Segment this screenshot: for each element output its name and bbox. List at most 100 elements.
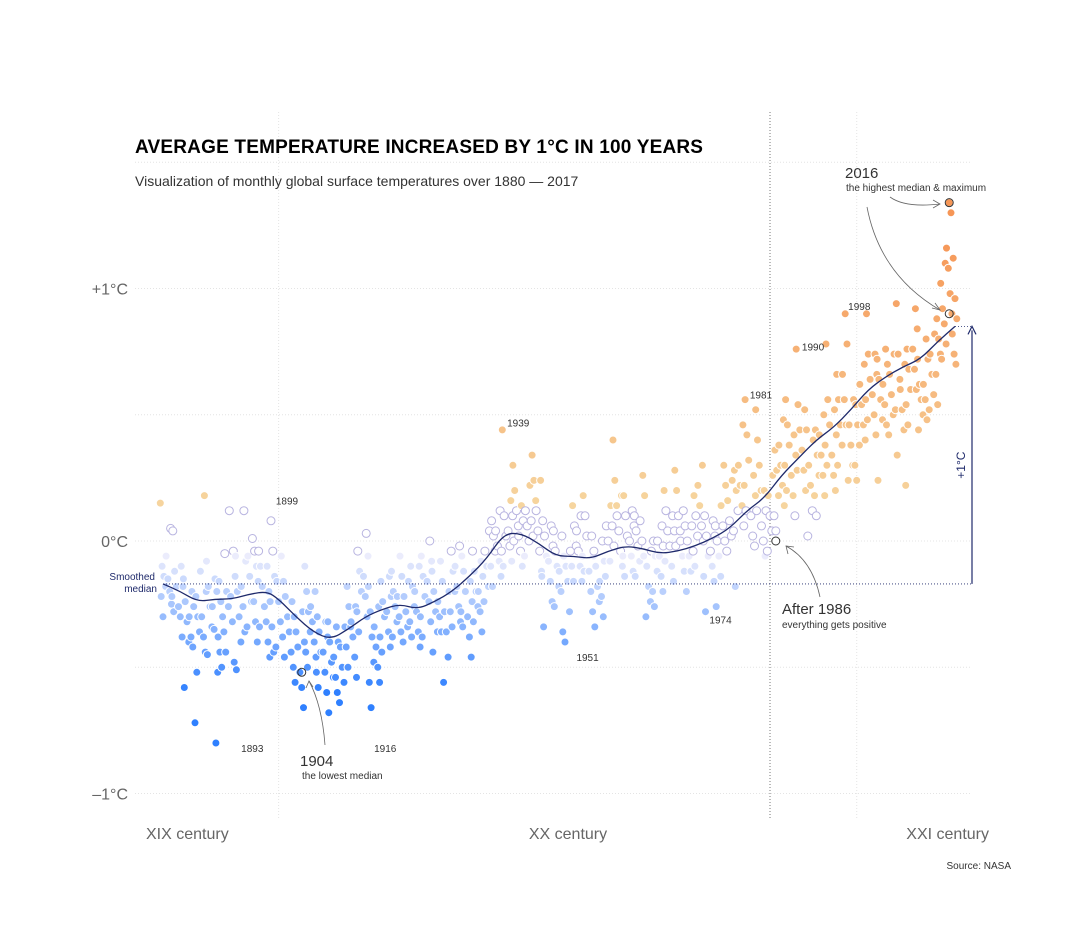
- annotation-2016-arrow-median: [931, 302, 941, 311]
- data-point: [445, 607, 455, 617]
- data-point: [719, 460, 729, 470]
- data-point: [254, 546, 264, 556]
- data-point: [271, 642, 281, 652]
- annotation-2016-leader-median: [866, 206, 941, 311]
- year-label: 1893: [241, 744, 264, 755]
- data-point: [175, 612, 185, 622]
- data-point: [607, 521, 617, 531]
- data-point: [748, 531, 758, 541]
- data-point: [638, 470, 648, 480]
- data-point: [924, 405, 934, 415]
- data-point: [840, 309, 850, 319]
- data-point: [279, 576, 288, 586]
- data-point: [309, 637, 319, 647]
- data-point: [348, 632, 358, 642]
- data-point: [259, 602, 269, 612]
- data-point: [639, 551, 649, 561]
- annotation-2016-title: 2016: [845, 165, 878, 182]
- data-point: [722, 546, 732, 556]
- year-label: 1998: [848, 302, 871, 313]
- data-point: [934, 334, 944, 344]
- data-point: [738, 420, 748, 430]
- data-point: [375, 632, 385, 642]
- year-label: 1974: [709, 615, 732, 626]
- data-point: [577, 551, 587, 561]
- data-point: [497, 425, 507, 435]
- data-point: [297, 683, 307, 692]
- data-point: [669, 576, 678, 586]
- data-point: [468, 546, 477, 556]
- data-point: [178, 574, 188, 584]
- data-point: [487, 516, 497, 526]
- data-point: [361, 528, 371, 538]
- data-point: [842, 339, 852, 349]
- data-point: [295, 667, 305, 677]
- data-point: [884, 430, 894, 440]
- data-point: [658, 587, 668, 596]
- data-point: [920, 395, 930, 405]
- data-point: [377, 647, 387, 657]
- data-point: [207, 602, 217, 612]
- data-point: [659, 486, 669, 495]
- data-point: [629, 511, 639, 521]
- data-point: [878, 379, 888, 389]
- data-point: [197, 612, 207, 622]
- data-point: [486, 561, 496, 571]
- data-point: [288, 662, 298, 672]
- data-point: [846, 440, 856, 450]
- data-point: [612, 511, 622, 521]
- data-point: [385, 642, 395, 652]
- data-point: [839, 395, 849, 405]
- data-point: [565, 607, 574, 617]
- data-point: [229, 657, 239, 667]
- data-point: [223, 602, 233, 612]
- data-point: [526, 516, 536, 526]
- data-point: [352, 672, 361, 682]
- data-point: [463, 612, 473, 622]
- data-point: [727, 475, 737, 485]
- data-point: [426, 617, 436, 627]
- data-point: [700, 511, 710, 521]
- data-point: [479, 597, 489, 607]
- data-point: [739, 521, 749, 531]
- data-point: [697, 521, 706, 531]
- year-label: 1990: [802, 343, 825, 354]
- annotation-1904-arrow: [305, 680, 314, 689]
- data-point: [910, 364, 919, 374]
- data-point: [219, 627, 229, 637]
- data-point: [603, 536, 613, 546]
- data-point: [699, 571, 709, 581]
- data-point: [429, 587, 439, 596]
- data-point: [465, 576, 475, 586]
- data-point: [880, 400, 890, 410]
- data-point: [352, 607, 362, 617]
- data-point: [831, 430, 841, 440]
- data-point: [410, 587, 420, 596]
- data-point: [721, 480, 731, 490]
- data-point: [190, 718, 200, 728]
- data-point: [510, 486, 520, 495]
- data-point: [387, 632, 397, 642]
- data-point: [527, 450, 537, 460]
- data-point: [539, 622, 549, 632]
- annotation-1986-title: After 1986: [782, 601, 851, 618]
- data-point: [667, 561, 677, 571]
- grid-layer: [135, 112, 972, 818]
- annotation-2016-text: the highest median & maximum: [846, 183, 986, 194]
- data-point: [180, 597, 190, 607]
- data-point: [189, 602, 199, 612]
- data-point: [480, 546, 490, 556]
- data-point: [538, 516, 548, 526]
- data-point: [723, 496, 733, 506]
- data-point: [221, 647, 231, 657]
- data-point: [678, 506, 688, 516]
- smoothed-median-line: [162, 325, 956, 638]
- data-point: [790, 511, 800, 521]
- data-point: [457, 551, 467, 561]
- data-point: [830, 486, 840, 495]
- data-point: [789, 430, 799, 440]
- data-point: [672, 486, 682, 495]
- century-label: XXI century: [906, 826, 989, 843]
- chart-subtitle: Visualization of monthly global surface …: [135, 173, 579, 189]
- data-point: [942, 243, 951, 253]
